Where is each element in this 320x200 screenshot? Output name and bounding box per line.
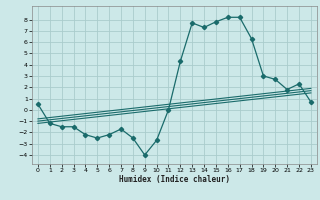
X-axis label: Humidex (Indice chaleur): Humidex (Indice chaleur) (119, 175, 230, 184)
